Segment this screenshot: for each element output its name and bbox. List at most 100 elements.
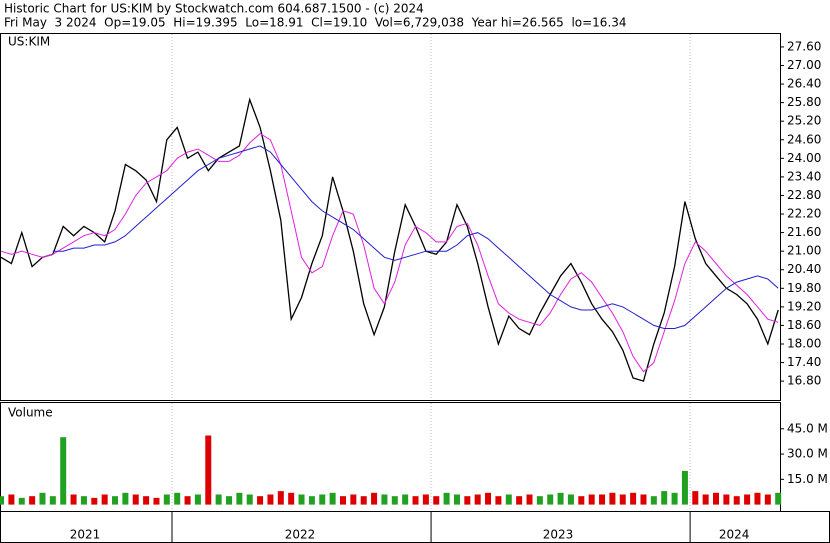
volume-bar xyxy=(194,494,201,505)
volume-bar xyxy=(360,496,367,505)
volume-bar xyxy=(288,492,295,505)
y-tick-label: 16.80 xyxy=(787,374,821,388)
volume-bar xyxy=(298,494,305,505)
y-tick-label: 21.60 xyxy=(787,225,821,239)
volume-bar xyxy=(723,494,730,505)
volume-bar xyxy=(733,496,740,505)
price-panel xyxy=(0,33,781,401)
volume-bar xyxy=(516,496,523,505)
volume-bar xyxy=(485,492,492,505)
volume-bar xyxy=(101,494,108,505)
volume-bar xyxy=(640,494,647,505)
volume-bar xyxy=(39,492,46,505)
volume-bar xyxy=(329,492,336,505)
volume-bar xyxy=(495,496,502,505)
volume-bar xyxy=(764,494,771,505)
header-line: Historic Chart for US:KIM by Stockwatch.… xyxy=(4,2,424,16)
volume-bar xyxy=(464,496,471,505)
volume-label: Volume xyxy=(8,406,53,420)
volume-bar xyxy=(267,494,274,505)
volume-bar xyxy=(80,496,87,505)
volume-bar xyxy=(692,491,699,505)
volume-bar xyxy=(702,494,709,505)
volume-bar xyxy=(609,492,616,505)
volume-bar xyxy=(29,496,36,505)
volume-bar xyxy=(8,494,15,505)
y-tick-label: 17.40 xyxy=(787,355,821,369)
volume-bar xyxy=(122,492,129,505)
price-line xyxy=(52,145,779,329)
y-tick-label: 45.0 M xyxy=(787,421,828,435)
volume-bar xyxy=(599,494,606,505)
volume-bar xyxy=(402,494,409,505)
y-tick-label: 22.80 xyxy=(787,188,821,202)
volume-bar xyxy=(754,492,761,505)
y-tick-label: 18.00 xyxy=(787,336,821,350)
volume-bar xyxy=(619,494,626,505)
volume-bar xyxy=(257,496,264,505)
volume-bar xyxy=(661,491,668,505)
volume-bar xyxy=(381,494,388,505)
x-tick-label: 2024 xyxy=(719,528,750,542)
y-tick-label: 20.40 xyxy=(787,262,821,276)
volume-bar xyxy=(650,496,657,505)
volume-bar xyxy=(630,492,637,505)
volume-bar xyxy=(536,496,543,505)
symbol-label: US:KIM xyxy=(8,35,50,49)
y-tick-label: 24.60 xyxy=(787,132,821,146)
y-tick-label: 26.40 xyxy=(787,77,821,91)
y-tick-label: 25.80 xyxy=(787,95,821,109)
volume-bar xyxy=(143,496,150,505)
volume-bar xyxy=(60,437,67,505)
x-tick-label: 2021 xyxy=(70,528,101,542)
y-tick-label: 19.80 xyxy=(787,281,821,295)
volume-bar xyxy=(371,492,378,505)
header-line: Fri May 3 2024 Op=19.05 Hi=19.395 Lo=18.… xyxy=(4,16,627,30)
volume-bar xyxy=(236,492,243,505)
volume-bar xyxy=(153,497,160,505)
volume-bar xyxy=(18,497,25,505)
volume-bar xyxy=(578,496,585,505)
volume-bar xyxy=(547,494,554,505)
volume-bar xyxy=(70,494,77,505)
y-tick-label: 27.00 xyxy=(787,58,821,72)
volume-bar xyxy=(205,435,212,505)
y-tick-label: 19.20 xyxy=(787,299,821,313)
y-tick-label: 30.0 M xyxy=(787,447,828,461)
volume-bar xyxy=(184,496,191,505)
volume-bar xyxy=(163,494,170,505)
volume-bar xyxy=(0,496,5,505)
volume-bar xyxy=(226,496,233,505)
volume-bar xyxy=(671,492,678,505)
volume-bar xyxy=(319,494,326,505)
volume-bar xyxy=(215,494,222,505)
volume-bar xyxy=(588,494,595,505)
volume-bar xyxy=(308,496,315,505)
volume-bar xyxy=(91,497,98,505)
volume-bar xyxy=(744,494,751,505)
y-tick-label: 23.40 xyxy=(787,169,821,183)
volume-bar xyxy=(350,494,357,505)
volume-bar xyxy=(567,494,574,505)
volume-bar xyxy=(391,496,398,505)
volume-bar xyxy=(339,496,346,505)
volume-bar xyxy=(412,496,419,505)
y-tick-label: 22.20 xyxy=(787,207,821,221)
volume-bar xyxy=(49,496,56,505)
y-tick-label: 24.00 xyxy=(787,151,821,165)
volume-bar xyxy=(681,470,688,505)
volume-bar xyxy=(246,494,253,505)
y-tick-label: 21.00 xyxy=(787,244,821,258)
volume-bar xyxy=(775,492,782,505)
volume-bar xyxy=(277,491,284,505)
volume-bar xyxy=(174,492,181,505)
x-tick-label: 2023 xyxy=(543,528,574,542)
y-tick-label: 15.0 M xyxy=(787,472,828,486)
y-tick-label: 25.20 xyxy=(787,114,821,128)
volume-bar xyxy=(526,494,533,505)
volume-bar xyxy=(112,496,119,505)
volume-bar xyxy=(433,496,440,505)
volume-bar xyxy=(474,494,481,505)
